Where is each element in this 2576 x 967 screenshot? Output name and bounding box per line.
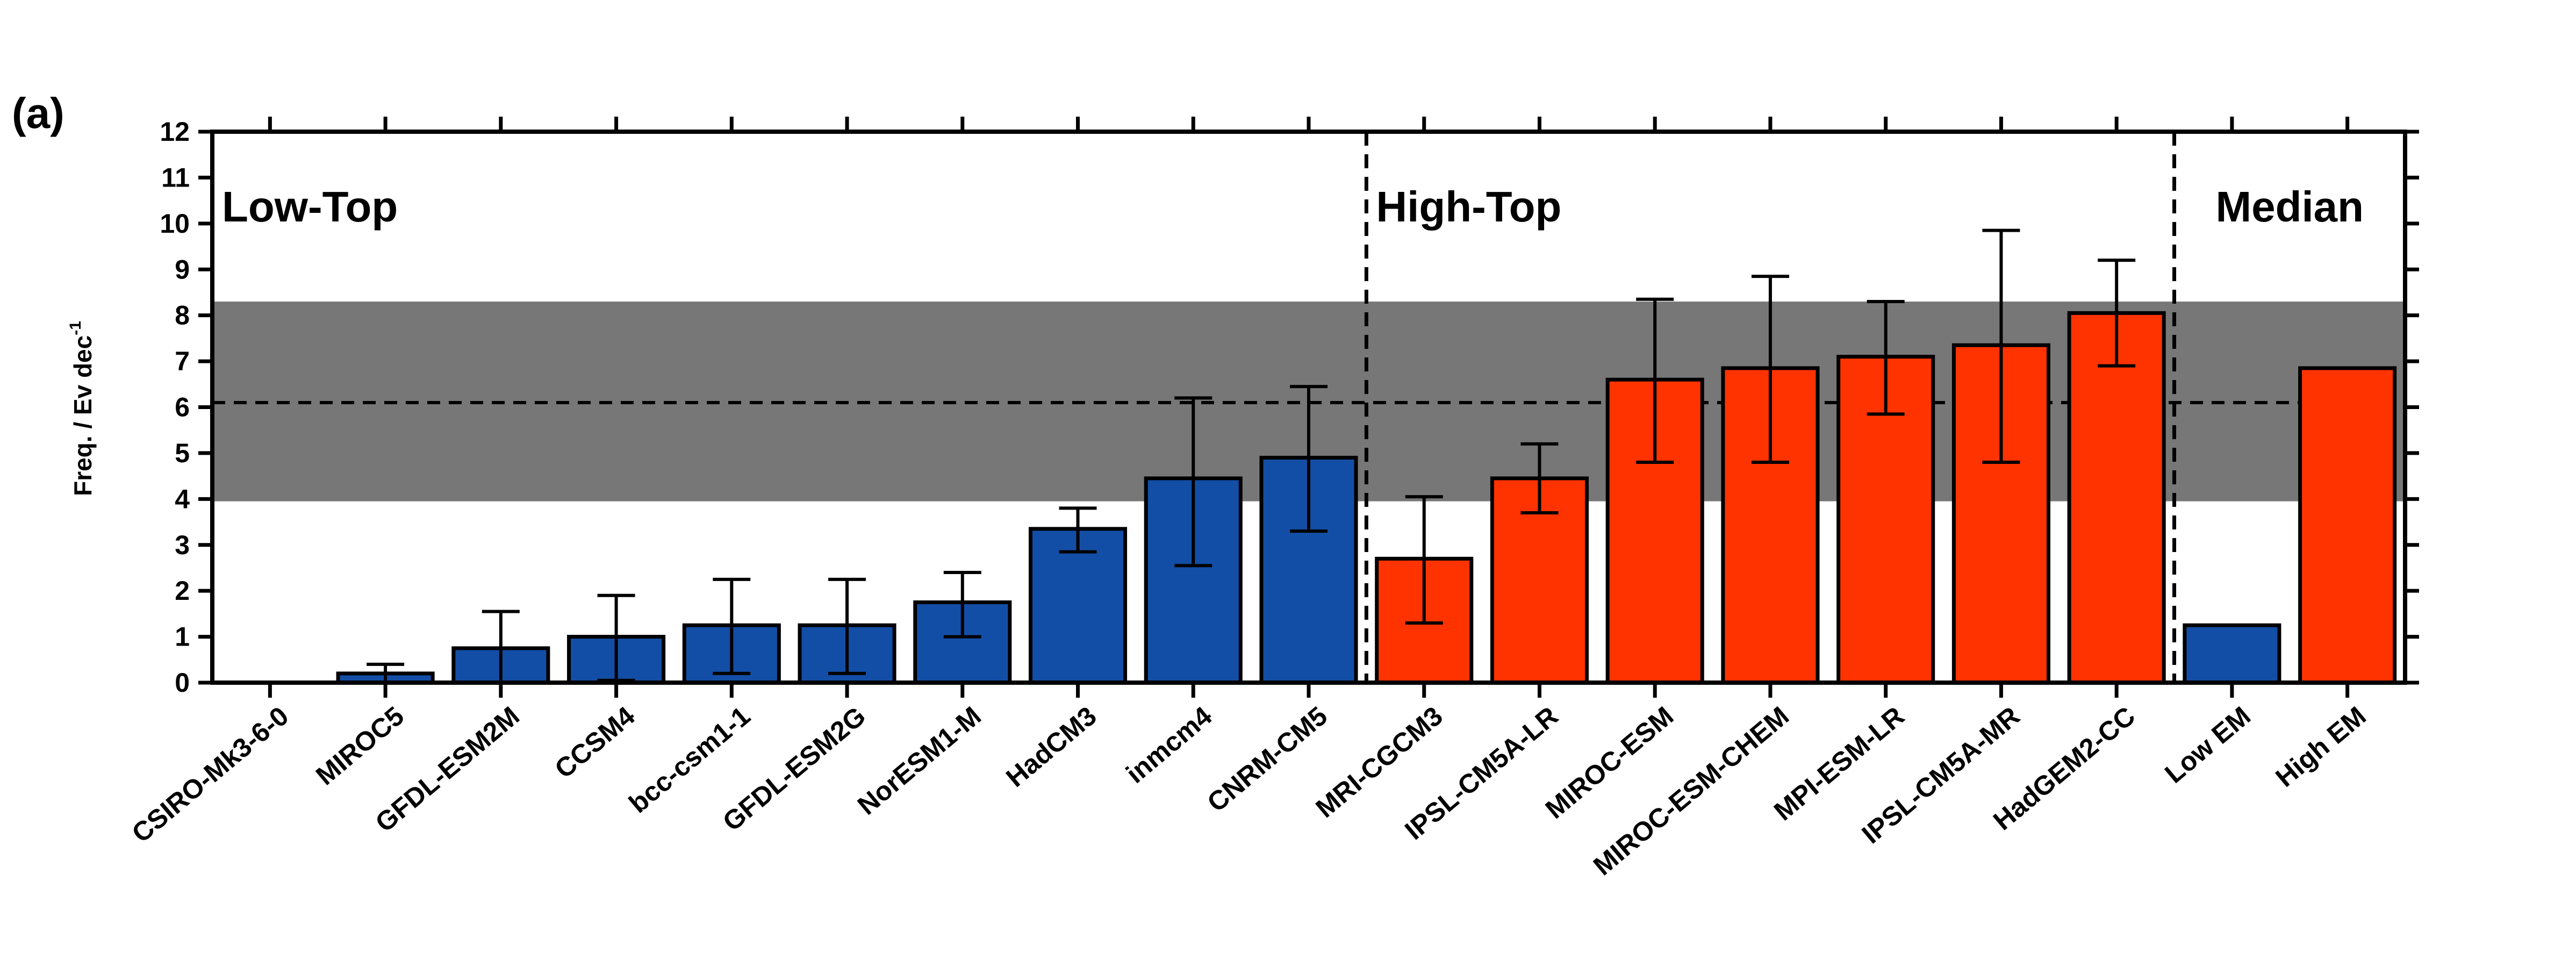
y-tick-label: 1 bbox=[175, 622, 190, 652]
y-tick-label: 0 bbox=[175, 668, 190, 698]
error-bar bbox=[2098, 259, 2136, 368]
error-bar bbox=[1405, 495, 1443, 625]
category-label: inmcm4 bbox=[1121, 700, 1218, 789]
bar-cnrm-cm5 bbox=[1259, 455, 1358, 685]
bar-inmcm4 bbox=[1144, 476, 1243, 685]
category-label: CCSM4 bbox=[549, 700, 641, 784]
category-label: HadCM3 bbox=[1000, 701, 1102, 793]
group-label-high-top: High-Top bbox=[1376, 183, 1561, 231]
category-label: NorESM1-M bbox=[852, 701, 987, 821]
error-bar bbox=[1059, 506, 1097, 554]
y-axis-label: Freq. / Ev dec-1 bbox=[67, 321, 97, 496]
error-bar bbox=[1751, 275, 1789, 464]
error-bar bbox=[713, 577, 751, 675]
category-label: MIROC-ESM-CHEM bbox=[1588, 701, 1795, 882]
category-label: CSIRO-Mk3-6-0 bbox=[126, 701, 295, 849]
error-bar bbox=[1867, 300, 1905, 416]
group-label-median: Median bbox=[2215, 183, 2364, 231]
panel-label: (a) bbox=[12, 89, 64, 137]
bar-high-em bbox=[2298, 366, 2397, 685]
category-label: High EM bbox=[2270, 701, 2372, 793]
error-bar bbox=[1520, 442, 1559, 514]
bar-hadcm3 bbox=[1028, 527, 1128, 685]
y-tick-label: 12 bbox=[160, 117, 190, 147]
y-tick-label: 4 bbox=[175, 484, 190, 514]
error-bar bbox=[1290, 385, 1328, 533]
error-bar bbox=[1982, 228, 2020, 464]
error-bar bbox=[828, 577, 866, 675]
y-tick-label: 9 bbox=[175, 254, 190, 284]
group-dividers-layer bbox=[1364, 132, 2177, 683]
y-tick-label: 8 bbox=[175, 300, 190, 331]
category-label: MIROC5 bbox=[310, 701, 410, 791]
bar-low-em bbox=[2183, 623, 2281, 685]
y-tick-label: 5 bbox=[175, 438, 190, 468]
y-tick-label: 7 bbox=[175, 346, 190, 376]
y-tick-label: 10 bbox=[160, 209, 190, 239]
axes-layer bbox=[198, 117, 2419, 698]
y-tick-label: 11 bbox=[161, 162, 190, 192]
error-bar bbox=[597, 593, 635, 682]
error-bar bbox=[1636, 297, 1674, 464]
y-tick-label: 2 bbox=[175, 576, 190, 606]
group-label-low-top: Low-Top bbox=[222, 183, 398, 231]
error-bar bbox=[943, 571, 981, 639]
y-tick-label: 6 bbox=[175, 392, 190, 422]
error-bar bbox=[1174, 396, 1212, 568]
bar-hadgem2-cc bbox=[2067, 311, 2166, 685]
category-label: Low EM bbox=[2159, 701, 2256, 789]
y-tick-label: 3 bbox=[175, 530, 190, 560]
